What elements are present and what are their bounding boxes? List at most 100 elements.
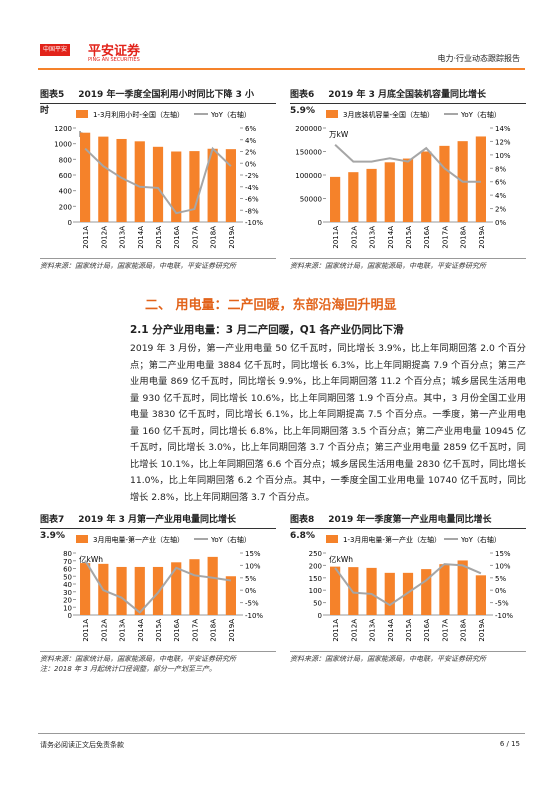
y2-tick-label: 6% (495, 179, 506, 187)
legend-swatch (326, 535, 338, 543)
figure-label: 图表5 (40, 90, 65, 100)
note: 注：2018 年 3 月起统计口径调整，部分一产划至三产。 (40, 665, 216, 673)
x-tick-label: 2018A (210, 226, 218, 249)
y2-tick-label: 2% (495, 206, 506, 214)
bar (80, 132, 91, 222)
y-tick-label: 60 (63, 566, 72, 574)
x-tick-label: 2015A (155, 619, 163, 642)
x-tick-label: 2018A (460, 226, 468, 249)
bar (475, 136, 486, 222)
bar (366, 168, 377, 222)
bar (225, 149, 236, 222)
figure-caption: 2019 年一季度全国利用小时同比下降 3 小时 (40, 90, 254, 116)
y2-tick-label: -6% (245, 196, 259, 204)
y2-tick-label: 5% (495, 575, 506, 583)
y-tick-label: 100 (309, 587, 322, 595)
axis-unit: 亿kWh (79, 554, 103, 564)
x-tick-label: 2019A (478, 226, 486, 249)
legend-label: 1-3月利用小时-全国（左轴） (93, 110, 184, 119)
bar (402, 158, 414, 222)
bar (330, 566, 341, 615)
bar (98, 136, 109, 222)
x-tick-label: 2012A (350, 226, 358, 249)
yoy-line (84, 146, 232, 215)
bar (402, 572, 414, 615)
bar (330, 176, 341, 222)
x-tick-label: 2017A (191, 226, 199, 249)
x-tick-label: 2014A (387, 619, 395, 642)
x-tick-label: 2015A (155, 226, 163, 249)
bar (421, 569, 432, 615)
bar (457, 560, 468, 615)
bar (134, 566, 145, 615)
legend-label: YoY（右轴） (460, 110, 501, 119)
x-tick-label: 2013A (119, 226, 127, 249)
y-tick-label: 200 (309, 562, 322, 570)
y-tick-label: 0 (318, 219, 322, 227)
bar (207, 148, 218, 222)
x-tick-label: 2015A (405, 619, 413, 642)
page-number: 6 / 15 (499, 740, 520, 748)
bar (116, 138, 127, 222)
figure-caption: 2019 年 3 月第一产业用电量同比增长 3.9% (40, 515, 236, 541)
figure-title: 图表6 2019 年 3 月底全国装机容量同比增长 5.9% (290, 87, 526, 116)
yoy-line (334, 144, 481, 183)
y-tick-label: 100000 (295, 172, 322, 180)
x-tick-label: 2014A (137, 619, 145, 642)
y-tick-label: 10 (63, 604, 72, 612)
y2-tick-label: -2% (245, 172, 259, 180)
y2-tick-label: 10% (245, 562, 261, 570)
bar (152, 566, 164, 615)
y2-tick-label: 8% (495, 165, 506, 173)
legend-label: YoY（右轴） (210, 535, 251, 544)
y-tick-label: 50 (63, 573, 72, 581)
bar (384, 572, 395, 615)
bar (225, 576, 236, 615)
x-tick-label: 2015A (405, 226, 413, 249)
x-tick-label: 2019A (228, 226, 236, 249)
figure-title: 图表8 2019 年一季度第一产业用电量同比增长 6.8% (290, 512, 526, 541)
x-tick-label: 2014A (387, 226, 395, 249)
report-name: 电力·行业动态跟踪报告 (437, 54, 520, 63)
y-tick-label: 600 (59, 172, 72, 180)
bar (134, 141, 145, 222)
yoy-line (334, 563, 482, 607)
legend-swatch (76, 535, 88, 543)
y2-tick-label: 0% (245, 587, 256, 595)
bar (171, 562, 182, 615)
y2-tick-label: 12% (495, 138, 511, 146)
source: 资料来源：国家统计局，国家能源局，中电联，平安证券研究所 (290, 258, 526, 271)
bar (207, 556, 218, 615)
y2-tick-label: 15% (495, 550, 511, 558)
legend-swatch (326, 110, 338, 118)
y2-tick-label: 14% (495, 125, 511, 133)
figure-label: 图表8 (290, 515, 315, 525)
source: 资料来源：国家统计局，国家能源局，中电联，平安证券研究所 注：2018 年 3 月… (40, 651, 276, 674)
x-tick-label: 2018A (460, 619, 468, 642)
y-tick-label: 250 (309, 550, 322, 558)
y2-tick-label: 15% (245, 550, 261, 558)
y2-tick-label: 5% (245, 575, 256, 583)
footer-rule (38, 733, 525, 734)
source: 资料来源：国家统计局，国家能源局，中电联，平安证券研究所 (290, 651, 526, 664)
chart: 1-3月用电量-第一产业（左轴） YoY（右轴） 亿kWh 0 50 100 150 200 2… (309, 535, 513, 642)
x-tick-label: 2017A (441, 619, 449, 642)
y2-tick-label: 0% (495, 219, 506, 227)
bar (116, 566, 127, 615)
y-tick-label: 200 (59, 203, 72, 211)
axis-unit: 亿kWh (329, 554, 353, 564)
axis-unit: 万kW (329, 130, 349, 139)
x-tick-label: 2012A (350, 619, 358, 642)
x-tick-label: 2016A (173, 619, 181, 642)
y-tick-label: 0 (68, 219, 72, 227)
brand: 平安证券 (88, 44, 141, 59)
y-tick-label: 70 (63, 558, 72, 566)
y2-tick-label: -8% (245, 207, 259, 215)
yoy-line (84, 559, 232, 614)
y-tick-label: 200000 (295, 125, 322, 133)
y2-tick-label: 10% (495, 562, 511, 570)
y-tick-label: 80 (63, 550, 72, 558)
y-tick-label: 800 (59, 156, 72, 164)
y2-tick-label: -5% (495, 600, 509, 608)
x-tick-label: 2016A (423, 619, 431, 642)
